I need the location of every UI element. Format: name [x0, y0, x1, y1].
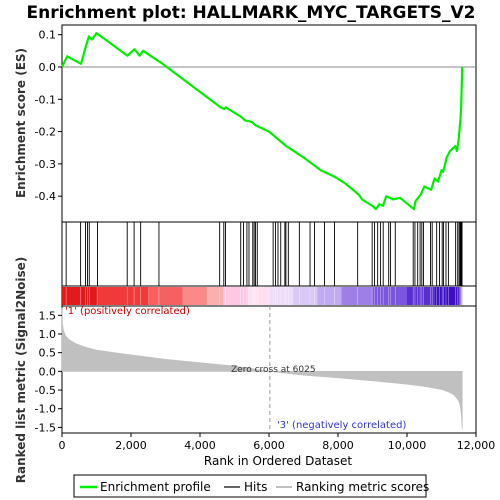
x-axis-label: Rank in Ordered Dataset	[204, 454, 352, 468]
x-tick-label: 6,000	[253, 439, 285, 452]
x-tick-label: 8,000	[322, 439, 354, 452]
negative-correlation-label: '3' (negatively correlated)	[277, 420, 406, 431]
ranking-metric-area	[61, 307, 463, 430]
es-y-tick-label: 0.1	[39, 29, 57, 42]
metric-y-tick-label: 1.0	[39, 328, 57, 341]
colorbar-segment	[341, 287, 373, 305]
es-y-axis: 0.1 0.0 -0.1 -0.2 -0.3 -0.4	[35, 29, 62, 203]
zero-cross-label: Zero cross at 6025	[231, 365, 316, 375]
metric-y-axis: 1.5 1.0 0.5 0.0 -0.5 -1.0 -1.5	[35, 309, 62, 434]
es-y-tick-label: -0.4	[35, 190, 56, 203]
colorbar-segment	[182, 287, 207, 305]
legend-metric-label: Ranking metric scores	[296, 480, 429, 494]
x-tick-label: 0	[59, 439, 66, 452]
rank-colorbar-panel	[61, 285, 477, 307]
es-panel: 0.1 0.0 -0.1 -0.2 -0.3 -0.4 Enrichment score …	[14, 24, 477, 223]
chart-title: Enrichment plot: HALLMARK_MYC_TARGETS_V2	[27, 3, 476, 23]
metric-y-tick-label: 0.5	[39, 347, 57, 360]
metric-y-tick-label: 1.5	[39, 309, 57, 322]
ranking-metric-fill	[61, 307, 463, 430]
es-panel-frame	[61, 24, 477, 223]
metric-y-tick-label: -0.5	[35, 384, 56, 397]
colorbar-segment	[224, 287, 249, 305]
colorbar-segment	[317, 287, 342, 305]
colorbar-segment	[293, 287, 318, 305]
x-tick-label: 2,000	[115, 439, 147, 452]
metric-y-tick-label: -1.0	[35, 403, 56, 416]
metric-y-tick-label: -1.5	[35, 421, 56, 434]
colorbar-segment	[148, 287, 183, 305]
hit-markers	[65, 222, 463, 286]
metric-y-tick-label: 0.0	[39, 365, 57, 378]
hits-panel	[61, 221, 477, 287]
positive-correlation-label: '1' (positively correlated)	[65, 306, 190, 317]
x-axis: 0 2,000 4,000 6,000 8,000 10,000 12,000	[59, 433, 496, 452]
es-y-axis-label: Enrichment score (ES)	[14, 48, 28, 198]
x-tick-label: 12,000	[457, 439, 496, 452]
enrichment-profile-line	[61, 31, 464, 211]
rank-colorbar	[62, 287, 463, 305]
colorbar-segment	[372, 287, 407, 305]
legend-enrichment-label: Enrichment profile	[100, 480, 211, 494]
legend-box	[73, 474, 427, 498]
es-y-tick-label: -0.2	[35, 126, 56, 139]
x-tick-label: 4,000	[184, 439, 216, 452]
hits-panel-frame	[61, 221, 477, 287]
enrichment-profile	[61, 31, 464, 211]
es-y-tick-label: 0.0	[39, 61, 57, 74]
es-y-tick-label: -0.1	[35, 93, 56, 106]
es-y-tick-label: -0.3	[35, 158, 56, 171]
colorbar-segment	[206, 287, 225, 305]
colorbar-segment	[96, 287, 149, 305]
colorbar-segment	[62, 287, 97, 305]
x-tick-label: 10,000	[388, 439, 427, 452]
colorbar-segment	[407, 287, 435, 305]
legend: Enrichment profile Hits Ranking metric s…	[73, 474, 429, 498]
metric-panel: 1.5 1.0 0.5 0.0 -0.5 -1.0 -1.5 '1' (positively…	[14, 257, 477, 484]
colorbar-segment	[248, 287, 270, 305]
legend-hits-label: Hits	[244, 480, 267, 494]
metric-y-axis-label: Ranked list metric (Signal2Noise)	[14, 257, 28, 484]
